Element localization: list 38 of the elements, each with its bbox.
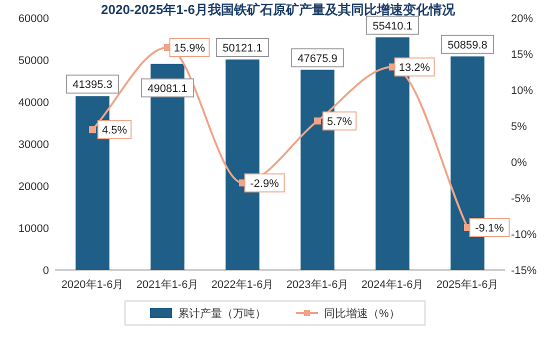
- y2-tick-label: 15%: [511, 49, 534, 61]
- chart-title: 2020-2025年1-6月我国铁矿石原矿产量及其同比增速变化情况: [101, 2, 456, 17]
- data-label: 4.5%: [102, 124, 128, 137]
- data-label: 13.2%: [398, 62, 430, 74]
- x-tick-label: 2021年1-6月: [136, 279, 199, 291]
- point: [89, 126, 96, 134]
- y-tick-label: 40000: [18, 97, 49, 109]
- data-label: 15.9%: [174, 42, 206, 55]
- y2-tick-label: -5%: [511, 193, 531, 205]
- y-tick-label: 20000: [18, 181, 49, 193]
- y2-tick-label: 20%: [511, 13, 534, 25]
- legend-label: 累计产量（万吨）: [178, 307, 266, 320]
- y2-tick-label: 10%: [511, 85, 534, 97]
- y-tick-label: 30000: [18, 139, 49, 151]
- y2-tick-label: 0%: [511, 157, 528, 169]
- x-tick-label: 2020年1-6月: [61, 279, 124, 291]
- data-label: 41395.3: [72, 79, 112, 92]
- data-label: 50121.1: [222, 42, 262, 54]
- data-label: -9.1%: [475, 222, 504, 235]
- point: [314, 117, 321, 124]
- x-tick-label: 2022年1-6月: [211, 279, 274, 291]
- y-tick-label: 60000: [18, 13, 49, 25]
- y-tick-label: 0: [42, 265, 49, 277]
- x-tick-label: 2025年1-6月: [436, 279, 499, 291]
- data-label: 50859.8: [448, 39, 488, 52]
- y2-tick-label: -10%: [511, 229, 537, 241]
- data-label: 49081.1: [148, 82, 188, 95]
- data-label: 55410.1: [372, 20, 412, 32]
- x-tick-label: 2023年1-6月: [286, 279, 349, 291]
- data-label: 47675.9: [298, 52, 338, 65]
- y2-tick-label: -15%: [511, 265, 537, 277]
- data-label: 5.7%: [326, 116, 352, 128]
- x-tick-label: 2024年1-6月: [361, 279, 424, 291]
- data-label: -2.9%: [250, 178, 280, 190]
- legend-label: 同比增速（%）: [324, 307, 400, 320]
- y2-tick-label: 5%: [511, 121, 528, 133]
- y-tick-label: 50000: [18, 55, 49, 67]
- y-tick-label: 10000: [18, 223, 49, 235]
